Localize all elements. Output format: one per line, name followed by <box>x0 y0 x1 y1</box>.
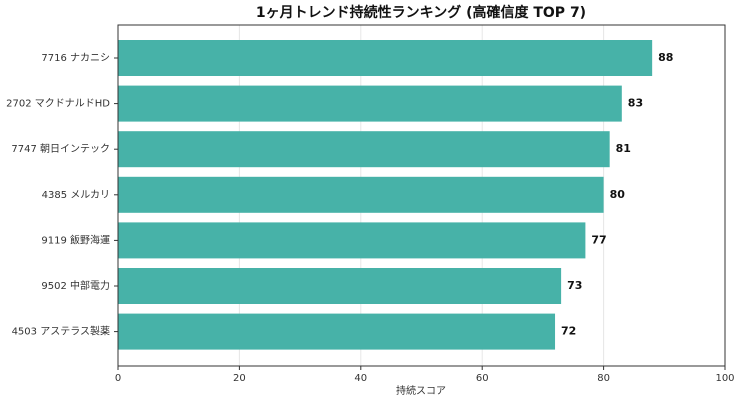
plot-frame <box>117 24 726 367</box>
x-tick-label: 80 <box>597 373 610 384</box>
x-tick-label: 20 <box>233 373 246 384</box>
bar <box>118 85 622 122</box>
value-label: 77 <box>591 233 606 246</box>
x-tick-label: 100 <box>715 373 734 384</box>
y-tick-label: 7716 ナカニシ <box>41 52 110 64</box>
y-tick-label: 4385 メルカリ <box>42 189 110 201</box>
value-label: 72 <box>561 325 576 338</box>
value-label: 80 <box>610 188 626 201</box>
y-tick-label: 2702 マクドナルドHD <box>6 98 110 110</box>
value-label: 83 <box>628 97 643 110</box>
value-label: 81 <box>616 142 631 155</box>
bar <box>118 222 586 259</box>
bar <box>118 268 562 304</box>
value-label: 88 <box>658 51 673 64</box>
x-tick-label: 0 <box>115 373 121 384</box>
bar <box>118 40 653 76</box>
bar <box>118 313 556 350</box>
bar <box>118 131 610 168</box>
bar <box>118 176 604 213</box>
value-label: 73 <box>567 279 582 292</box>
x-tick-label: 40 <box>354 373 367 384</box>
y-tick-label: 7747 朝日インテック <box>11 143 110 155</box>
x-axis-label: 持続スコア <box>396 384 446 397</box>
y-tick-label: 9119 飯野海運 <box>41 233 110 246</box>
chart-title: 1ヶ月トレンド持続性ランキング (高確信度 TOP 7) <box>256 4 586 21</box>
y-tick-label: 9502 中部電力 <box>41 279 110 292</box>
y-tick-label: 4503 アステラス製薬 <box>12 325 110 338</box>
x-tick-label: 60 <box>476 373 489 384</box>
